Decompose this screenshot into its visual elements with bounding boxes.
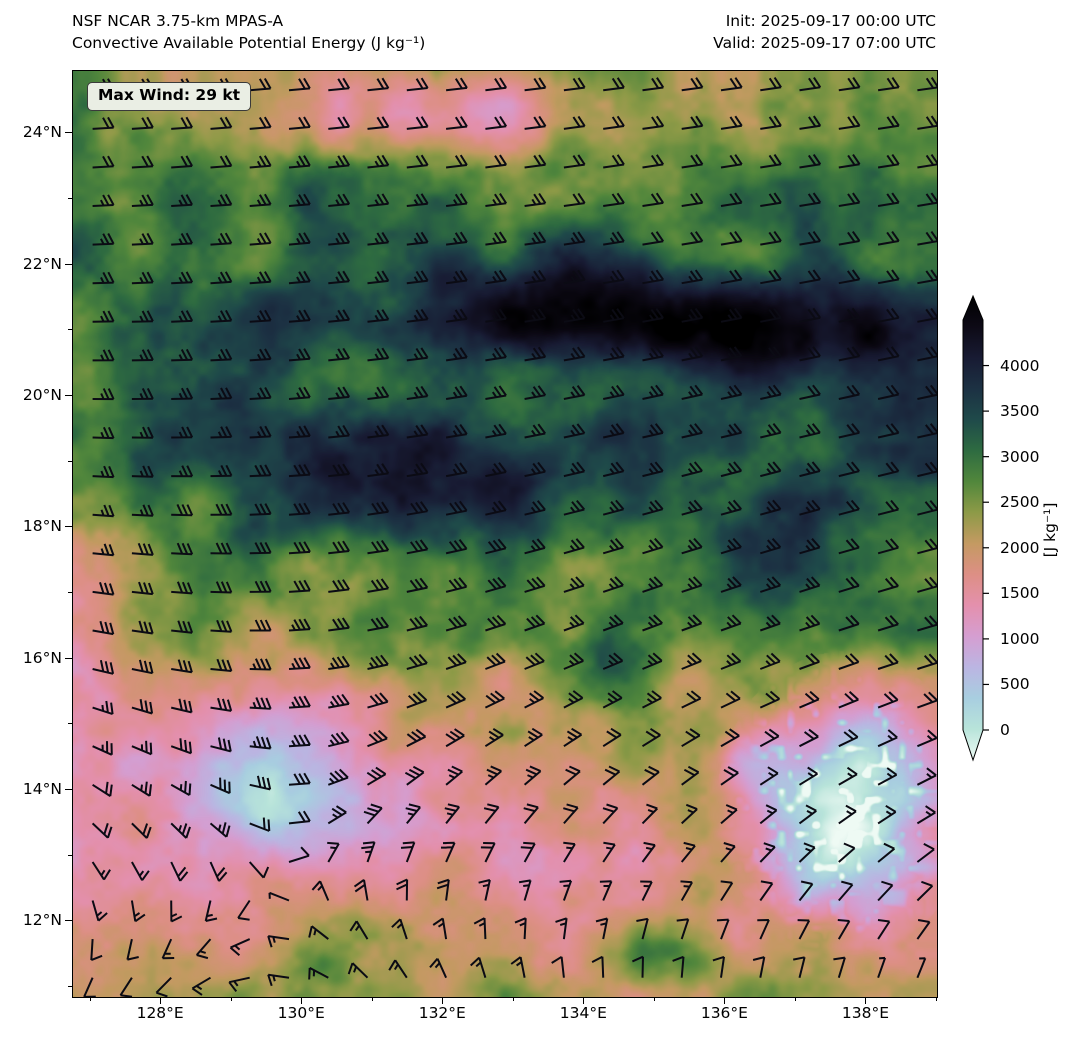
x-minor-tick (653, 997, 655, 1001)
max-wind-annotation: Max Wind: 29 kt (87, 82, 252, 111)
x-minor-tick (371, 997, 373, 1001)
y-tick-label-16°N: 16°N (22, 648, 62, 667)
y-tick-label-12°N: 12°N (22, 911, 62, 930)
x-tick-label-136°E: 136°E (700, 1004, 748, 1022)
x-tick-mark (442, 997, 444, 1004)
colorbar-axis-label: [J kg⁻¹] (1041, 502, 1059, 558)
y-tick-mark (65, 263, 72, 265)
x-tick-label-132°E: 132°E (418, 1004, 466, 1022)
y-minor-tick (68, 198, 72, 200)
x-tick-label-134°E: 134°E (559, 1004, 607, 1022)
y-tick-mark (65, 920, 72, 922)
x-minor-tick (89, 997, 91, 1001)
map-plot-area[interactable]: Max Wind: 29 kt (72, 70, 938, 998)
cape-field-heatmap (73, 71, 937, 997)
x-minor-tick (794, 997, 796, 1001)
x-tick-label-130°E: 130°E (277, 1004, 325, 1022)
valid-time-label: Valid: 2025-09-17 07:00 UTC (713, 34, 936, 53)
x-tick-mark (724, 997, 726, 1004)
x-minor-tick (230, 997, 232, 1001)
y-minor-tick (68, 592, 72, 594)
colorbar-tick-label-3000: 3000 (1000, 447, 1040, 466)
colorbar-tick-label-3500: 3500 (1000, 402, 1040, 421)
x-tick-mark (865, 997, 867, 1004)
colorbar-body (962, 294, 984, 762)
y-tick-mark (65, 395, 72, 397)
colorbar-tick-label-2500: 2500 (1000, 493, 1040, 512)
y-minor-tick (68, 854, 72, 856)
y-minor-tick (68, 723, 72, 725)
colorbar-tick-label-0: 0 (1000, 721, 1010, 739)
y-tick-mark (65, 132, 72, 134)
colorbar-tick-label-2000: 2000 (1000, 538, 1040, 557)
field-title: Convective Available Potential Energy (J… (72, 34, 426, 53)
colorbar-tick-label-1000: 1000 (1000, 629, 1040, 648)
colorbar[interactable]: [J kg⁻¹] 0 500 1000 1500 2000 2500 3000 3500 400… (958, 290, 1084, 770)
x-tick-mark (160, 997, 162, 1004)
colorbar-tick-label-4000: 4000 (1000, 356, 1040, 375)
x-tick-mark (583, 997, 585, 1004)
header-right-block: Init: 2025-09-17 00:00 UTC Valid: 2025-0… (713, 10, 936, 55)
x-minor-tick (936, 997, 937, 1001)
x-tick-mark (301, 997, 303, 1004)
colorbar-tick-label-1500: 1500 (1000, 584, 1040, 603)
init-time-label: Init: 2025-09-17 00:00 UTC (725, 12, 936, 30)
y-minor-tick (68, 329, 72, 331)
colorbar-tick-label-500: 500 (1000, 675, 1030, 694)
x-tick-label-138°E: 138°E (841, 1004, 890, 1022)
y-tick-label-18°N: 18°N (22, 517, 62, 536)
header-left-block: NSF NCAR 3.75-km MPAS-A Convective Avail… (72, 10, 425, 55)
wind-barb-overlay (83, 77, 937, 997)
y-tick-label-24°N: 24°N (22, 123, 62, 142)
model-title: NSF NCAR 3.75-km MPAS-A (72, 12, 284, 30)
x-minor-tick (512, 997, 514, 1001)
y-tick-mark (65, 789, 72, 791)
y-minor-tick (68, 986, 72, 988)
y-tick-label-14°N: 14°N (22, 780, 62, 799)
x-tick-label-128°E: 128°E (136, 1004, 184, 1022)
colorbar-gradient (962, 294, 989, 762)
y-tick-mark (65, 526, 72, 528)
y-tick-label-22°N: 22°N (22, 254, 62, 273)
y-minor-tick (68, 460, 72, 462)
y-tick-mark (65, 657, 72, 659)
y-tick-label-20°N: 20°N (22, 386, 62, 405)
